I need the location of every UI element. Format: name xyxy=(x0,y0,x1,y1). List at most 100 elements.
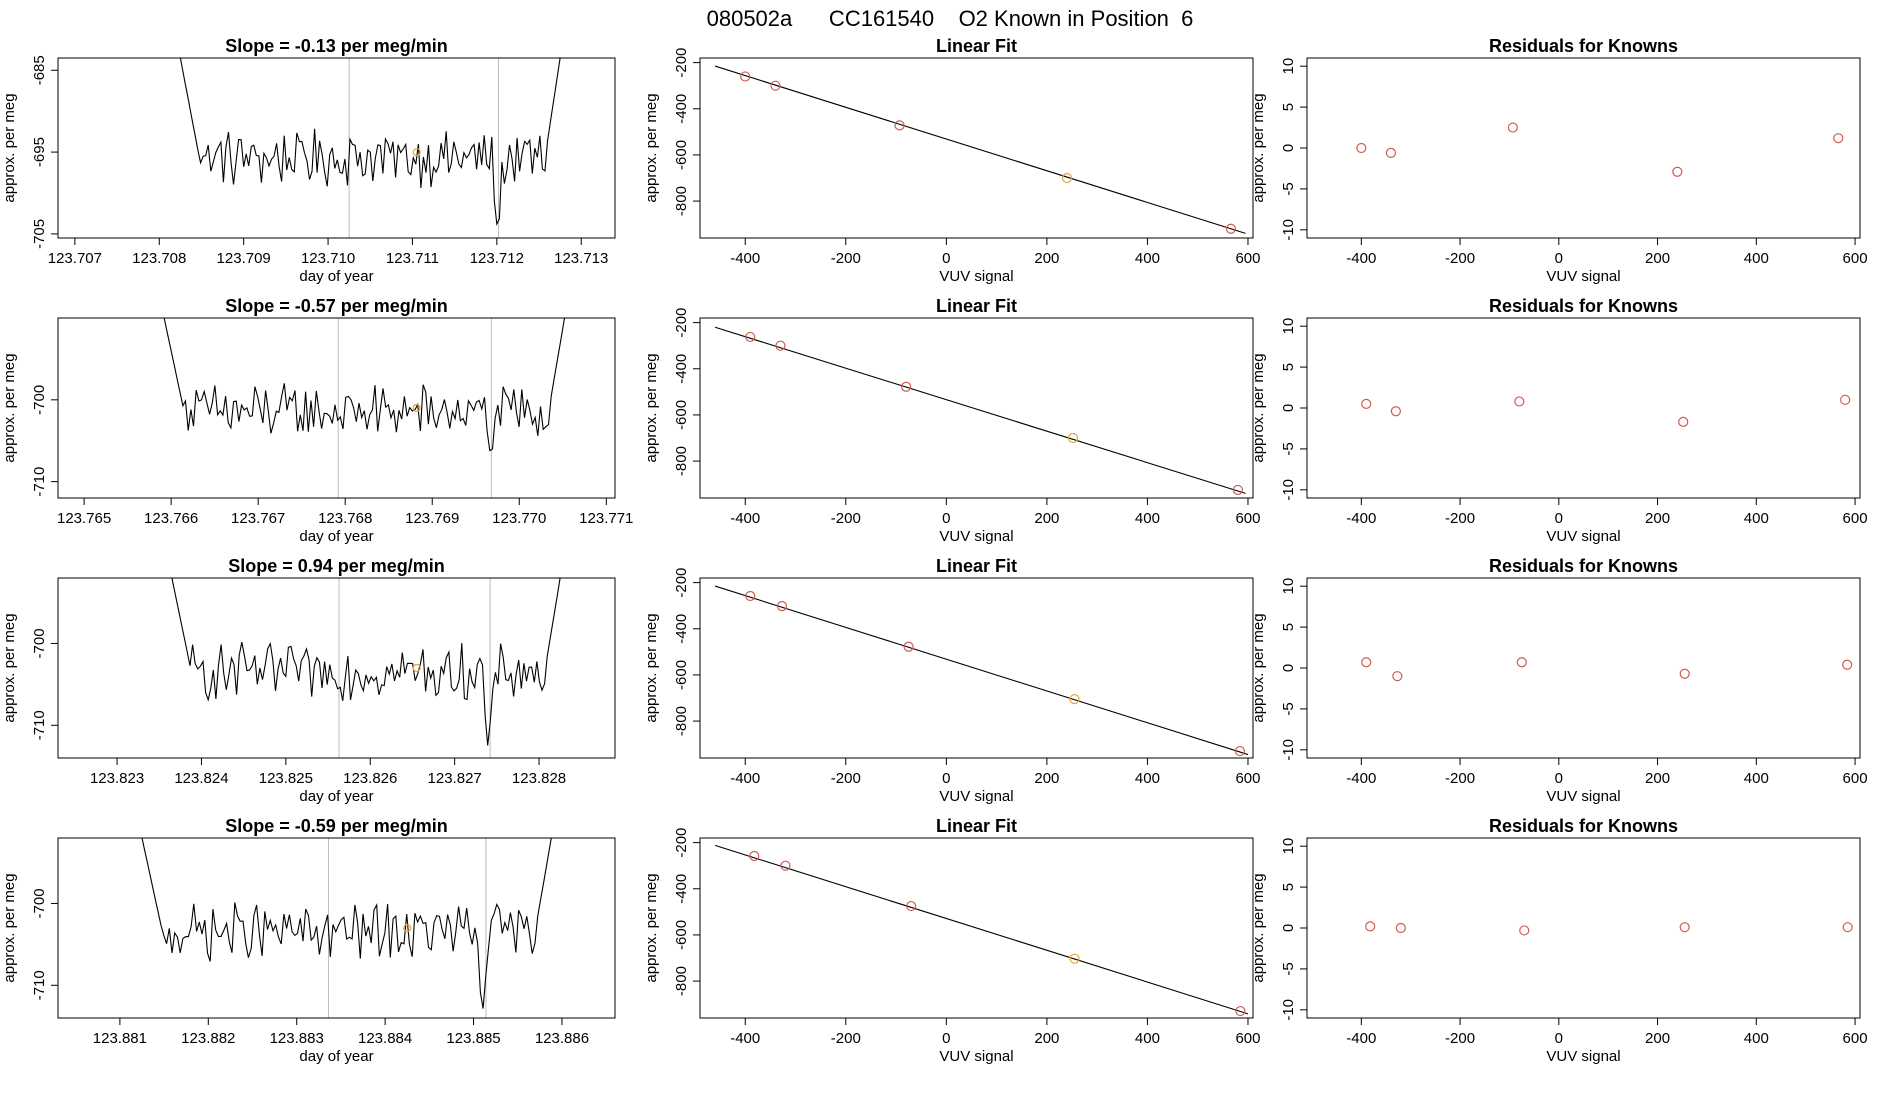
y-tick-label: 5 xyxy=(1280,883,1297,891)
plot-area xyxy=(714,65,1246,234)
x-tick-label: 200 xyxy=(1645,250,1670,267)
panel-title: Linear Fit xyxy=(936,556,1017,576)
panel-fit-row-3: Linear Fit -400 -200 0 200 400 600 -800 -600 -400… xyxy=(643,556,1260,805)
x-tick-label: -200 xyxy=(1445,770,1475,787)
y-axis-label: approx. per meg xyxy=(1,353,18,462)
data-point xyxy=(901,381,912,392)
plot-frame xyxy=(57,317,616,499)
plot-area xyxy=(171,578,561,758)
plot-frame xyxy=(699,57,1254,239)
time-series-trace xyxy=(171,578,561,746)
y-tick-label: 10 xyxy=(1280,58,1297,75)
y-axis-label: approx. per meg xyxy=(643,873,660,982)
x-axis-label: day of year xyxy=(299,1048,373,1065)
x-tick-label: -400 xyxy=(730,250,760,267)
y-tick-label: -5 xyxy=(1280,702,1297,715)
x-tick-label: 400 xyxy=(1744,770,1769,787)
panel-title: Linear Fit xyxy=(936,36,1017,56)
highlight-point xyxy=(1069,694,1080,705)
x-tick-label: 200 xyxy=(1645,1030,1670,1047)
data-point xyxy=(745,331,756,343)
x-tick-label: 400 xyxy=(1135,770,1160,787)
x-tick-label: -400 xyxy=(730,510,760,527)
x-tick-label: 123.770 xyxy=(492,510,546,527)
y-tick-label: -600 xyxy=(673,920,690,950)
x-axis-label: VUV signal xyxy=(939,528,1013,545)
x-tick-label: -400 xyxy=(730,770,760,787)
y-tick-label: 0 xyxy=(1280,664,1297,672)
data-point xyxy=(1356,142,1367,154)
y-tick-label: -200 xyxy=(673,308,690,338)
x-tick-label: 0 xyxy=(942,510,950,527)
x-tick-label: 600 xyxy=(1235,250,1260,267)
x-tick-label: -200 xyxy=(831,770,861,787)
x-tick-label: 600 xyxy=(1235,510,1260,527)
plot-frame xyxy=(699,577,1254,759)
panel-title: Slope = -0.59 per meg/min xyxy=(225,816,448,836)
panel-resid-row-1: Residuals for Knowns -400 -200 0 200 400 600 -1… xyxy=(1250,36,1868,285)
plot-frame xyxy=(699,837,1254,1019)
data-point xyxy=(1361,398,1372,410)
y-axis-label: approx. per meg xyxy=(1,873,18,982)
fit-line xyxy=(714,844,1249,1015)
x-tick-label: 400 xyxy=(1744,1030,1769,1047)
x-tick-label: -400 xyxy=(730,1030,760,1047)
y-tick-label: -695 xyxy=(31,137,48,167)
data-point xyxy=(1392,671,1403,682)
fit-line xyxy=(714,585,1249,756)
highlight-point xyxy=(1061,172,1073,184)
y-tick-label: -710 xyxy=(31,710,48,740)
x-tick-label: 123.767 xyxy=(231,510,285,527)
data-point xyxy=(1519,925,1530,936)
x-axis-label: day of year xyxy=(299,788,373,805)
x-tick-label: 123.884 xyxy=(358,1030,412,1047)
fit-line xyxy=(714,326,1246,494)
x-tick-label: 123.883 xyxy=(270,1030,324,1047)
panel-title: Slope = -0.57 per meg/min xyxy=(225,296,448,316)
plot-area xyxy=(714,585,1249,757)
x-tick-label: 200 xyxy=(1645,770,1670,787)
plot-area xyxy=(163,318,566,498)
data-point xyxy=(745,590,756,602)
x-tick-label: 123.824 xyxy=(174,770,228,787)
x-tick-label: 400 xyxy=(1135,1030,1160,1047)
y-axis-label: approx. per meg xyxy=(643,613,660,722)
data-point xyxy=(749,850,760,862)
panel-title: Linear Fit xyxy=(936,816,1017,836)
y-axis-label: approx. per meg xyxy=(1250,613,1267,722)
plot-frame xyxy=(699,317,1254,499)
x-tick-label: 600 xyxy=(1235,1030,1260,1047)
highlight-point xyxy=(412,663,421,673)
data-point xyxy=(1678,416,1689,428)
y-tick-label: -200 xyxy=(673,48,690,78)
y-tick-label: -800 xyxy=(673,706,690,736)
x-axis-label: VUV signal xyxy=(939,268,1013,285)
x-axis-label: VUV signal xyxy=(1546,1048,1620,1065)
time-series-trace xyxy=(163,318,566,452)
panel-resid-row-4: Residuals for Knowns -400 -200 0 200 400 600 -1… xyxy=(1250,816,1868,1065)
y-tick-label: -400 xyxy=(673,94,690,124)
panel-title: Residuals for Knowns xyxy=(1489,816,1678,836)
data-point xyxy=(1390,406,1401,417)
x-tick-label: 123.823 xyxy=(90,770,144,787)
x-tick-label: 123.712 xyxy=(470,250,524,267)
x-axis-label: VUV signal xyxy=(939,1048,1013,1065)
panel-time-row-4: Slope = -0.59 per meg/min 123.881 123.882 1… xyxy=(1,816,616,1065)
data-point xyxy=(1672,166,1683,177)
x-tick-label: 600 xyxy=(1843,510,1868,527)
data-point xyxy=(1842,922,1853,933)
x-tick-label: 123.827 xyxy=(428,770,482,787)
x-tick-label: 400 xyxy=(1135,510,1160,527)
data-point xyxy=(903,641,914,652)
panel-title: Residuals for Knowns xyxy=(1489,296,1678,316)
x-tick-label: -200 xyxy=(831,510,861,527)
plot-area xyxy=(179,58,561,238)
x-tick-label: -400 xyxy=(1346,1030,1376,1047)
x-tick-label: 123.825 xyxy=(259,770,313,787)
data-point xyxy=(1840,394,1851,405)
x-tick-label: 123.771 xyxy=(579,510,633,527)
y-tick-label: 10 xyxy=(1280,838,1297,855)
data-point xyxy=(1385,147,1397,159)
plot-frame xyxy=(1306,837,1861,1019)
x-tick-label: 123.885 xyxy=(446,1030,500,1047)
